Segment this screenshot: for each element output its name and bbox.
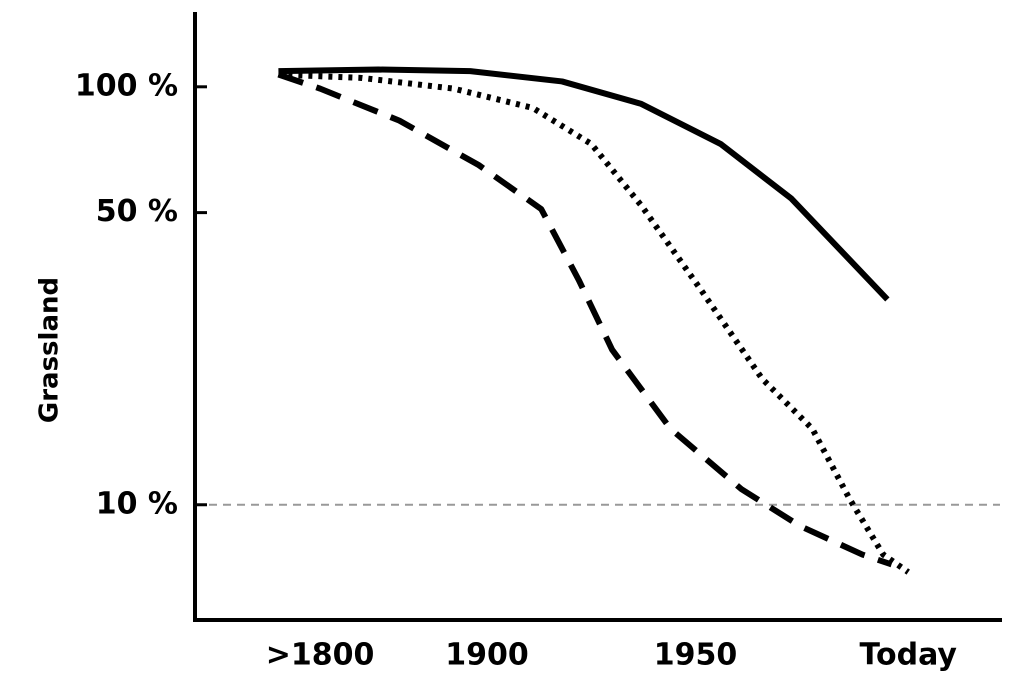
y-tick-label: 10 % — [96, 486, 178, 521]
line-series — [278, 66, 890, 302]
line-series — [277, 71, 893, 568]
x-tick-label: Today — [860, 638, 958, 673]
line-series — [278, 71, 910, 575]
x-tick-label: 1950 — [654, 638, 738, 673]
x-tick-label: 1900 — [445, 638, 529, 673]
x-tick-label: >1800 — [266, 638, 375, 673]
y-axis-label: Grassland — [35, 277, 65, 423]
y-tick-label: 100 % — [75, 68, 178, 103]
y-tick-label: 50 % — [96, 194, 178, 229]
